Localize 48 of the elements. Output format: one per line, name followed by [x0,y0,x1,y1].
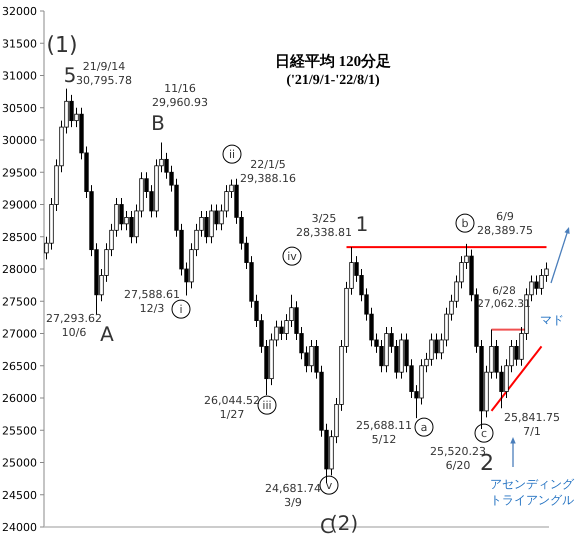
annotation: a [420,421,428,434]
y-tick-label: 28500 [2,230,37,244]
y-tick-label: 25000 [2,456,37,470]
line-series [490,345,542,412]
y-tick-label: 26500 [2,360,37,373]
annotation: 22/1/5 29,388.16 [240,158,296,185]
annotation: iv [287,250,298,263]
text: ('21/9/1-'22/8/1) [286,73,380,88]
annotation: (1) [46,33,78,58]
annotation: A [100,322,114,346]
annotation: 1 [356,212,368,236]
annotation: i [179,303,183,316]
annotation: B [151,111,165,135]
text: 日経平均 120分足 [274,53,392,70]
y-tick-label: 25500 [2,424,37,438]
annotation: v [326,479,333,492]
annotation: 26,044.52 1/27 [204,394,260,421]
y-tick-label: 30000 [2,134,37,147]
y-tick-label: 24500 [2,488,37,502]
annotation: c [480,427,488,440]
annotation: トライアングル [490,493,574,507]
annotation: 11/16 29,960.93 [152,82,208,109]
annotation: アセンディング [490,477,575,491]
annotation: 21/9/14 30,795.78 [76,60,132,87]
annotation: 27,588.61 12/3 [124,288,180,315]
y-tick-label: 29500 [2,166,37,180]
y-tick-label: 24000 [2,521,37,534]
y-tick-label: 30500 [2,102,37,115]
y-tick-label: 26000 [2,392,37,405]
y-tick-label: 32000 [2,5,37,18]
annotation: 24,681.74 3/9 [265,482,321,509]
annotation: iii [262,399,272,412]
annotation: 25,841.75 7/1 [504,411,560,438]
annotation: 5 [64,63,76,87]
annotation: b [462,217,469,230]
y-tick-label: 31500 [2,37,37,50]
annotation: 6/9 28,389.75 [477,210,533,237]
y-tick-label: 28000 [2,263,37,276]
y-tick-label: 27000 [2,328,37,340]
annotation: ii [228,148,236,161]
y-tick-label: 29000 [2,198,37,212]
annotation: 25,688.11 5/12 [356,419,412,446]
y-tick-label: 27500 [2,295,37,308]
annotation: 27,293.62 10/6 [46,312,102,339]
annotation: マド [540,313,564,327]
y-tick-label: 31000 [2,70,37,82]
annotation: 3/25 28,338.81 [296,212,352,239]
annotation: C [320,514,334,538]
